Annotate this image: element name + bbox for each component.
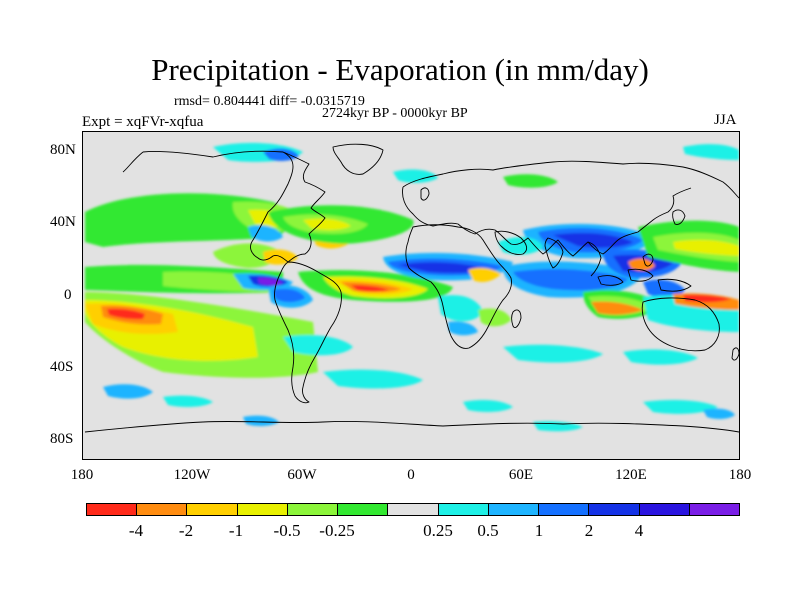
season-label: JJA bbox=[714, 112, 737, 128]
lon-label-60e: 60E bbox=[508, 467, 534, 483]
map-field bbox=[83, 132, 739, 459]
lat-label-0: 0 bbox=[64, 287, 72, 303]
colorbar-swatch bbox=[137, 504, 188, 515]
lat-label-40s: 40S bbox=[50, 359, 74, 375]
colorbar-label: -1 bbox=[228, 521, 244, 540]
lat-label-80n: 80N bbox=[50, 142, 76, 158]
colorbar-swatch bbox=[237, 504, 288, 515]
lon-label-180w: 180 bbox=[70, 467, 94, 483]
colorbar-label: -0.25 bbox=[319, 521, 355, 540]
colorbar-swatch bbox=[187, 504, 238, 515]
lon-label-60w: 60W bbox=[287, 467, 317, 483]
lon-label-120w: 120W bbox=[173, 467, 211, 483]
colorbar-swatch bbox=[589, 504, 640, 515]
colorbar bbox=[86, 503, 740, 516]
stats-text: rmsd= 0.804441 diff= -0.0315719 bbox=[174, 94, 365, 109]
colorbar-swatch bbox=[488, 504, 540, 515]
lon-label-120e: 120E bbox=[615, 467, 647, 483]
lon-label-0: 0 bbox=[407, 467, 415, 483]
colorbar-label: 2 bbox=[584, 521, 594, 540]
colorbar-label: 4 bbox=[634, 521, 644, 540]
colorbar-label: -4 bbox=[128, 521, 144, 540]
lat-label-40n: 40N bbox=[50, 214, 76, 230]
colorbar-label: -2 bbox=[178, 521, 194, 540]
lon-label-180e: 180 bbox=[728, 467, 752, 483]
pmine-contours bbox=[85, 142, 739, 432]
colorbar-swatch bbox=[87, 504, 138, 515]
chart-title: Precipitation - Evaporation (in mm/day) bbox=[151, 52, 649, 87]
colorbar-swatch bbox=[338, 504, 389, 515]
colorbar-label: 1 bbox=[534, 521, 544, 540]
experiment-label: Expt = xqFVr-xqfua bbox=[82, 114, 204, 130]
colorbar-swatch bbox=[639, 504, 690, 515]
colorbar-label: -0.5 bbox=[273, 521, 301, 540]
colorbar-swatch bbox=[689, 504, 740, 515]
colorbar-swatch bbox=[539, 504, 590, 515]
colorbar-swatch bbox=[287, 504, 339, 515]
coastlines bbox=[84, 143, 739, 433]
period-text: 2724kyr BP - 0000kyr BP bbox=[322, 106, 468, 121]
colorbar-label: 0.5 bbox=[477, 521, 499, 540]
colorbar-swatch bbox=[388, 504, 439, 515]
lat-label-80s: 80S bbox=[50, 431, 74, 447]
map-panel bbox=[82, 131, 740, 460]
colorbar-label: 0.25 bbox=[423, 521, 453, 540]
colorbar-swatch bbox=[438, 504, 489, 515]
